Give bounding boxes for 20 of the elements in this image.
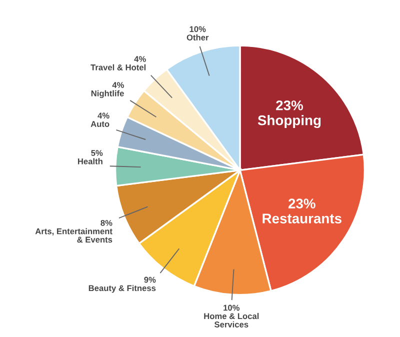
data-label: 10% xyxy=(190,26,206,32)
data-label: 4% xyxy=(98,112,110,119)
slice-label: Nightlife xyxy=(91,90,124,98)
slice-label: Health xyxy=(78,158,102,164)
data-label: 10% xyxy=(224,304,240,311)
slice-label: Auto xyxy=(90,121,110,127)
slice-label: Beauty & Fitness xyxy=(88,284,156,293)
data-label: 4% xyxy=(112,82,124,88)
slice-label: Travel & Hotel xyxy=(90,64,146,70)
slice-label: Other xyxy=(186,34,209,40)
slice-label: Home & Local Services xyxy=(204,312,259,328)
slice-label: Arts, Entertainment & Events xyxy=(35,228,112,243)
data-label: 9% xyxy=(144,276,156,283)
slice-label: Shopping xyxy=(258,115,321,128)
data-label: 23% xyxy=(288,198,316,209)
data-label: 4% xyxy=(134,56,146,62)
data-label: 5% xyxy=(91,150,103,156)
data-label: 8% xyxy=(100,220,112,226)
slice-label: Restaurants xyxy=(262,214,342,224)
data-label: 23% xyxy=(276,100,304,110)
